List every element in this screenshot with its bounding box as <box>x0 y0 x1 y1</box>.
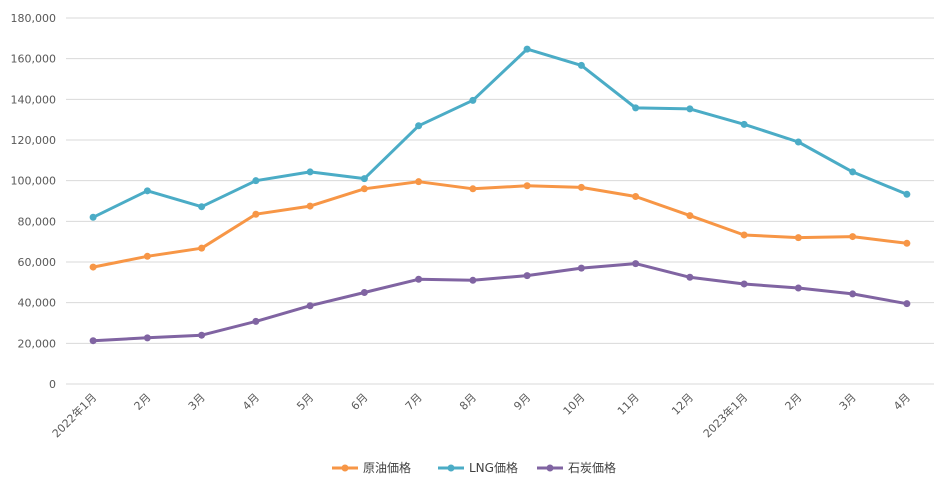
data-point <box>523 45 531 53</box>
data-point <box>794 234 802 242</box>
data-point <box>198 203 206 211</box>
series-line <box>91 262 909 343</box>
data-point <box>252 210 260 218</box>
x-tick-label: 2月 <box>783 391 805 413</box>
data-point <box>740 231 748 239</box>
x-tick-label: 8月 <box>457 391 479 413</box>
legend-swatch-marker <box>447 464 455 472</box>
legend-item: LNG価格 <box>438 460 518 475</box>
y-tick-label: 60,000 <box>18 256 57 269</box>
data-point <box>903 300 911 308</box>
y-tick-label: 120,000 <box>11 134 57 147</box>
data-point <box>577 61 585 69</box>
x-tick-label: 5月 <box>294 391 316 413</box>
legend-item: 石炭価格 <box>537 460 616 475</box>
data-point <box>89 337 97 345</box>
gridlines <box>66 17 934 385</box>
data-point <box>523 182 531 190</box>
x-tick-label: 4月 <box>240 391 262 413</box>
y-tick-label: 100,000 <box>11 175 57 188</box>
data-point <box>143 252 151 260</box>
x-tick-label: 2月 <box>132 391 154 413</box>
series-lines <box>89 45 911 345</box>
y-tick-label: 140,000 <box>11 93 57 106</box>
data-point <box>415 122 423 130</box>
data-point <box>632 104 640 112</box>
legend-label: 原油価格 <box>363 460 411 475</box>
y-tick-label: 80,000 <box>18 215 57 228</box>
data-point <box>360 289 368 296</box>
legend-item: 原油価格 <box>332 460 411 475</box>
x-tick-label: 3月 <box>186 391 208 413</box>
data-point <box>740 120 748 128</box>
legend: 原油価格 LNG価格 石炭価格 <box>332 460 616 475</box>
data-point <box>794 138 802 146</box>
y-tick-label: 0 <box>49 378 56 391</box>
data-point <box>306 168 314 176</box>
x-tick-label: 7月 <box>403 391 425 413</box>
data-point <box>849 290 857 298</box>
data-point <box>469 96 477 104</box>
data-point <box>89 213 97 221</box>
legend-swatch-marker <box>341 464 349 472</box>
x-tick-label: 2023年1月 <box>700 390 750 440</box>
data-point <box>198 331 206 339</box>
x-tick-label: 6月 <box>349 391 371 413</box>
x-tick-label: 9月 <box>511 391 533 413</box>
data-point <box>577 183 585 191</box>
data-point <box>469 185 477 193</box>
data-point <box>632 260 640 268</box>
data-point <box>143 334 151 342</box>
data-point <box>252 177 260 185</box>
data-point <box>306 202 314 210</box>
legend-swatch-marker <box>546 464 554 472</box>
data-point <box>577 264 585 272</box>
data-point <box>903 190 911 198</box>
data-point <box>794 284 802 292</box>
x-tick-label: 12月 <box>669 391 696 418</box>
data-point <box>686 105 694 113</box>
x-tick-label: 3月 <box>837 391 859 413</box>
y-tick-label: 20,000 <box>18 337 57 350</box>
data-point <box>415 178 423 186</box>
x-axis-ticks: 2022年1月 2月 3月 4月 5月 6月 7月 8月 9月 10月 11月 12月 2023年1月 2… <box>49 390 913 440</box>
data-point <box>686 273 694 281</box>
data-point <box>849 233 857 241</box>
legend-label: 石炭価格 <box>568 460 616 475</box>
data-point <box>469 276 477 284</box>
data-point <box>686 212 694 220</box>
x-tick-label: 10月 <box>561 391 588 418</box>
data-point <box>740 280 748 288</box>
y-tick-label: 180,000 <box>11 12 57 25</box>
data-point <box>198 244 206 252</box>
data-point <box>360 185 368 193</box>
data-point <box>143 187 151 195</box>
data-point <box>632 193 640 201</box>
legend-label: LNG価格 <box>469 460 518 475</box>
data-point <box>523 272 531 280</box>
data-point <box>415 275 423 283</box>
series-line <box>91 47 909 219</box>
data-point <box>252 317 260 325</box>
data-point <box>360 175 368 183</box>
data-point <box>849 168 857 176</box>
y-axis-ticks: 0 20,000 40,000 60,000 80,000 100,000 120,000 1… <box>11 12 57 391</box>
series-3 <box>89 260 911 345</box>
y-tick-label: 40,000 <box>18 297 57 310</box>
series-2 <box>89 45 911 221</box>
x-tick-label: 4月 <box>891 391 913 413</box>
data-point <box>89 263 97 271</box>
x-tick-label: 11月 <box>615 391 642 418</box>
y-tick-label: 160,000 <box>11 53 57 66</box>
data-point <box>903 239 911 247</box>
series-1 <box>89 178 911 271</box>
x-tick-label: 2022年1月 <box>49 390 99 440</box>
series-line <box>91 180 909 269</box>
data-point <box>306 302 314 310</box>
